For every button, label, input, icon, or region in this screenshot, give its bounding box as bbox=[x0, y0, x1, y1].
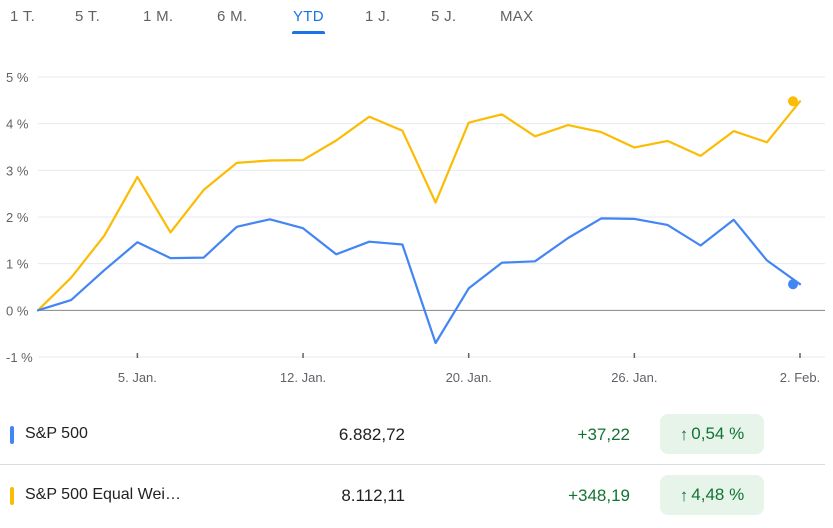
tab-5-years[interactable]: 5 J. bbox=[431, 8, 457, 25]
tab-6-months[interactable]: 6 M. bbox=[217, 8, 248, 25]
performance-chart[interactable]: 5 % 4 % 3 % 2 % 1 % 0 % -1 % 5. Jan. 12. Jan. 20.… bbox=[0, 60, 833, 400]
percent-change-value: 4,48 % bbox=[691, 485, 745, 504]
table-row[interactable]: S&P 500 Equal Wei… 8.112,11 +348,19 ↑ 4,… bbox=[0, 465, 825, 525]
y-tick-label: 5 % bbox=[6, 70, 29, 85]
percent-change-value: 0,54 % bbox=[691, 424, 745, 443]
percent-change-badge: ↑ 4,48 % bbox=[660, 475, 764, 515]
x-tick-label: 2. Feb. bbox=[780, 370, 820, 385]
index-price: 6.882,72 bbox=[338, 425, 405, 444]
y-tick-label: 1 % bbox=[6, 257, 29, 272]
arrow-up-icon: ↑ bbox=[679, 485, 689, 505]
series-color-indicator bbox=[10, 426, 14, 444]
series-end-point bbox=[788, 279, 798, 290]
x-tick-label: 26. Jan. bbox=[611, 370, 657, 385]
series-line bbox=[36, 217, 802, 345]
series-color-indicator bbox=[10, 487, 14, 505]
percent-change-badge: ↑ 0,54 % bbox=[660, 414, 764, 454]
index-name: S&P 500 bbox=[25, 425, 88, 442]
y-tick-label: -1 % bbox=[6, 350, 33, 365]
x-tick-label: 20. Jan. bbox=[446, 370, 492, 385]
tab-1-year[interactable]: 1 J. bbox=[365, 8, 391, 25]
table-row[interactable]: S&P 500 6.882,72 +37,22 ↑ 0,54 % bbox=[0, 404, 825, 465]
series-end-point bbox=[788, 96, 798, 107]
x-tick-label: 5. Jan. bbox=[118, 370, 157, 385]
tab-max[interactable]: MAX bbox=[500, 8, 534, 25]
x-tick-label: 12. Jan. bbox=[280, 370, 326, 385]
y-tick-label: 0 % bbox=[6, 303, 29, 318]
y-tick-label: 4 % bbox=[6, 117, 29, 132]
index-change: +37,22 bbox=[577, 425, 630, 444]
tab-5-days[interactable]: 5 T. bbox=[75, 8, 101, 25]
tab-1-month[interactable]: 1 M. bbox=[143, 8, 174, 25]
index-price: 8.112,11 bbox=[341, 486, 405, 505]
y-tick-label: 2 % bbox=[6, 210, 29, 225]
tab-ytd[interactable]: YTD bbox=[292, 8, 325, 34]
series-line bbox=[36, 100, 802, 312]
tab-1-day[interactable]: 1 T. bbox=[10, 8, 36, 25]
y-tick-label: 3 % bbox=[6, 163, 29, 178]
index-change: +348,19 bbox=[568, 486, 630, 505]
index-name: S&P 500 Equal Wei… bbox=[25, 486, 181, 503]
arrow-up-icon: ↑ bbox=[679, 424, 689, 444]
range-tabs: 1 T. 5 T. 1 M. 6 M. YTD 1 J. 5 J. MAX bbox=[0, 0, 833, 40]
